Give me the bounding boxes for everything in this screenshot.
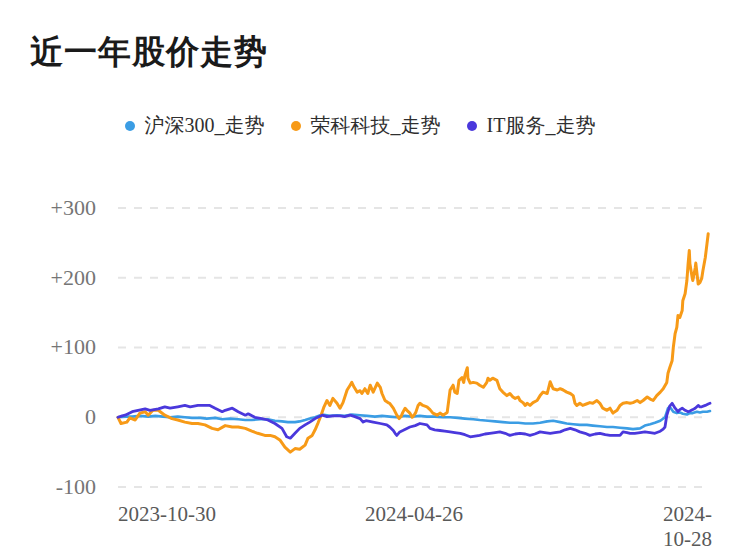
stock-trend-widget: 近一年股价走势 沪深300_走势 荣科科技_走势 IT服务_走势 +300 +2… [0,0,750,558]
trend-chart-svg [0,0,750,558]
series-line [118,403,710,438]
gridlines [118,208,710,487]
series-lines [118,234,710,452]
